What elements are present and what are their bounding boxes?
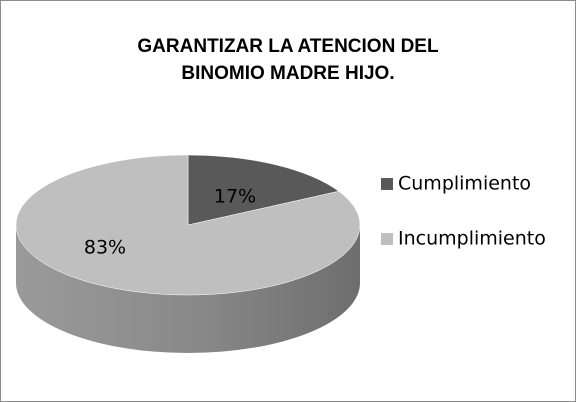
pie-side (16, 225, 360, 353)
chart-title: BINOMIO MADRE HIJO. (181, 63, 394, 84)
pie-slice (187, 154, 340, 226)
pie-slice (15, 154, 361, 296)
data-label: 83% (84, 237, 126, 259)
chart-title: GARANTIZAR LA ATENCION DEL (137, 36, 439, 57)
data-label: 17% (214, 186, 256, 208)
legend-label: Incumplimiento (398, 228, 546, 250)
legend-label: Cumplimiento (398, 173, 531, 195)
legend-swatch (381, 233, 393, 245)
legend-swatch (381, 178, 393, 190)
